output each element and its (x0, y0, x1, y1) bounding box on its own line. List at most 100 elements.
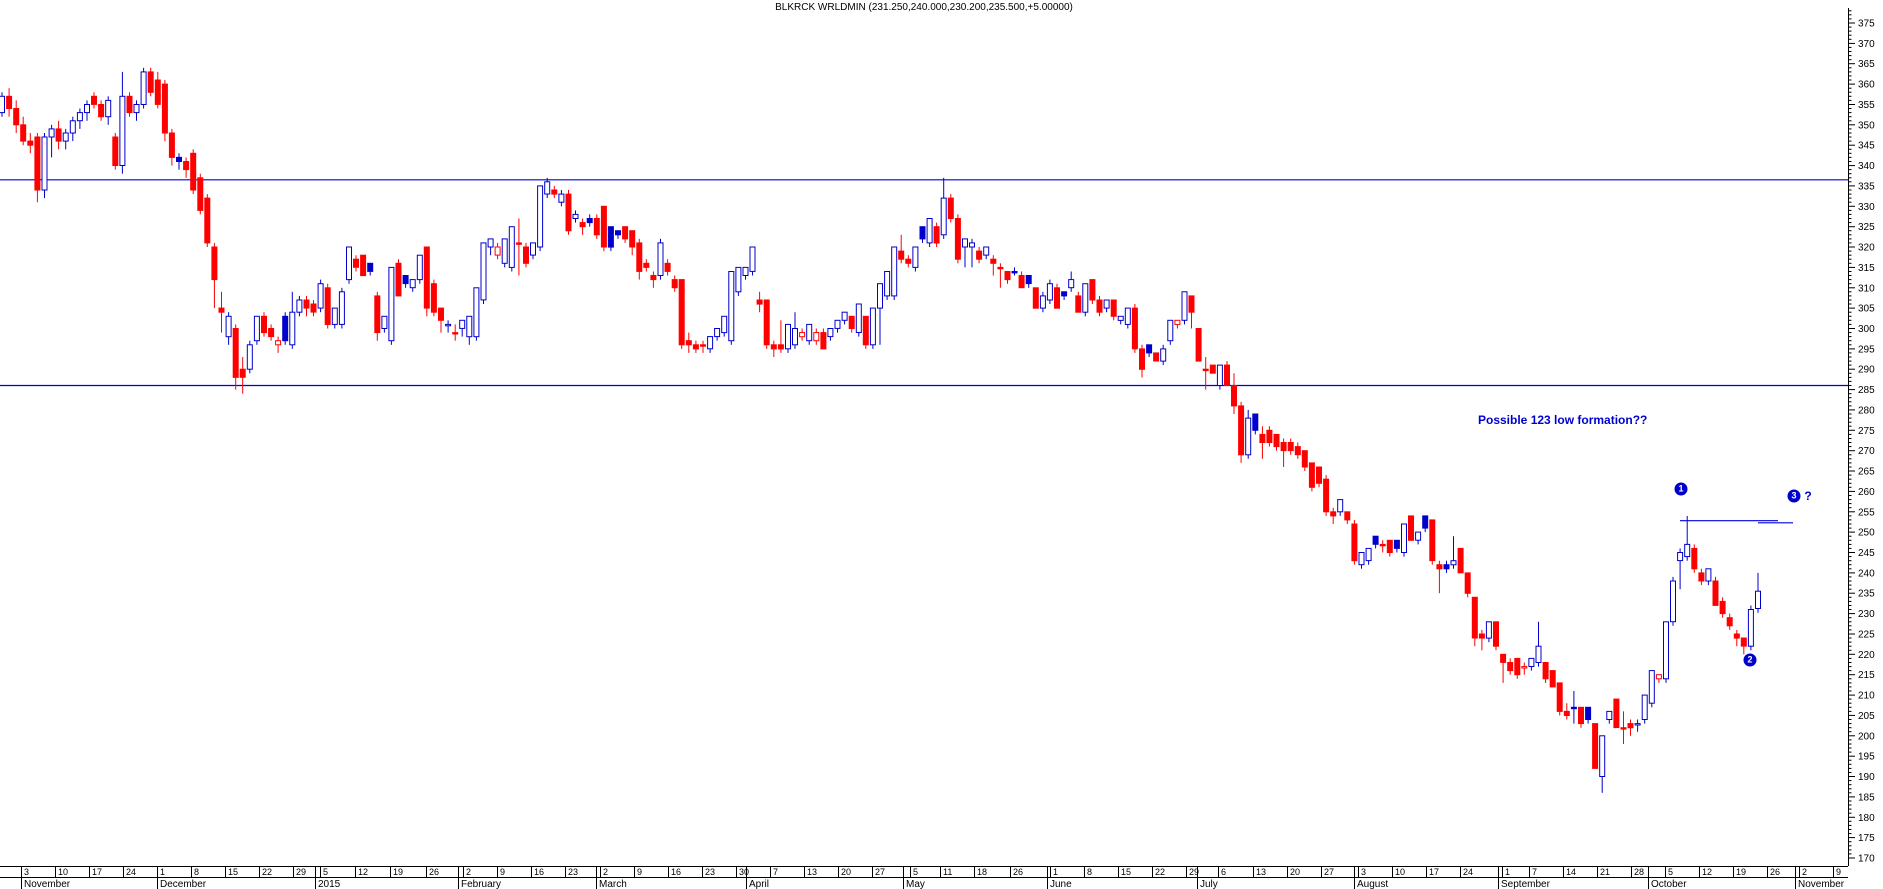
marker-2[interactable]: 2 (1743, 653, 1757, 667)
svg-text:March: March (599, 879, 627, 889)
svg-text:210: 210 (1858, 691, 1875, 702)
svg-text:9: 9 (500, 867, 505, 877)
annotation-question-mark[interactable]: ? (1804, 489, 1812, 503)
svg-text:24: 24 (1463, 867, 1473, 877)
svg-text:305: 305 (1858, 304, 1875, 315)
svg-text:8: 8 (1087, 867, 1092, 877)
svg-text:12: 12 (1702, 867, 1712, 877)
svg-text:310: 310 (1858, 283, 1875, 294)
svg-text:5: 5 (913, 867, 918, 877)
svg-text:335: 335 (1858, 181, 1875, 192)
svg-text:19: 19 (1736, 867, 1746, 877)
svg-text:375: 375 (1858, 19, 1875, 30)
svg-text:30: 30 (739, 867, 749, 877)
svg-text:290: 290 (1858, 365, 1875, 376)
svg-text:215: 215 (1858, 670, 1875, 681)
svg-text:350: 350 (1858, 120, 1875, 131)
date-axis: 3 10 17 24 1 8 15 22 29 5 12 19 26 2 9 16 23 2 9 16 23 30 7 13 2… (0, 866, 1848, 889)
svg-text:7: 7 (773, 867, 778, 877)
svg-text:16: 16 (671, 867, 681, 877)
svg-text:15: 15 (228, 867, 238, 877)
svg-text:170: 170 (1858, 854, 1875, 865)
svg-text:22: 22 (1155, 867, 1165, 877)
svg-text:18: 18 (977, 867, 987, 877)
svg-text:May: May (906, 879, 925, 889)
svg-text:December: December (160, 879, 207, 889)
svg-text:19: 19 (393, 867, 403, 877)
marker-1[interactable]: 1 (1674, 482, 1688, 496)
svg-text:190: 190 (1858, 772, 1875, 783)
svg-text:320: 320 (1858, 243, 1875, 254)
svg-text:230: 230 (1858, 609, 1875, 620)
svg-text:315: 315 (1858, 263, 1875, 274)
svg-text:9: 9 (1836, 867, 1841, 877)
svg-text:300: 300 (1858, 324, 1875, 335)
svg-text:13: 13 (1256, 867, 1266, 877)
svg-text:24: 24 (126, 867, 136, 877)
svg-text:365: 365 (1858, 59, 1875, 70)
svg-text:10: 10 (1395, 867, 1405, 877)
svg-text:12: 12 (358, 867, 368, 877)
svg-text:November: November (24, 879, 71, 889)
svg-text:17: 17 (1429, 867, 1439, 877)
svg-text:265: 265 (1858, 467, 1875, 478)
svg-text:13: 13 (807, 867, 817, 877)
chart-title: BLKRCK WRLDMIN (231.250,240.000,230.200,… (775, 2, 1073, 13)
svg-text:180: 180 (1858, 813, 1875, 824)
svg-text:9: 9 (637, 867, 642, 877)
svg-text:245: 245 (1858, 548, 1875, 559)
svg-text:275: 275 (1858, 426, 1875, 437)
svg-text:11: 11 (943, 867, 952, 877)
svg-text:7: 7 (1532, 867, 1537, 877)
price-axis: 170 175 180 185 190 195 200 205 210 215 220 225 230 2… (1848, 8, 1875, 866)
svg-text:November: November (1798, 879, 1845, 889)
svg-text:240: 240 (1858, 568, 1875, 579)
svg-text:August: August (1357, 879, 1388, 889)
svg-text:26: 26 (1770, 867, 1780, 877)
svg-text:5: 5 (1668, 867, 1673, 877)
svg-text:2015: 2015 (318, 879, 341, 889)
svg-text:175: 175 (1858, 833, 1875, 844)
svg-text:16: 16 (534, 867, 544, 877)
svg-text:September: September (1501, 879, 1551, 889)
svg-text:July: July (1200, 879, 1218, 889)
svg-text:June: June (1050, 879, 1072, 889)
svg-text:26: 26 (1013, 867, 1023, 877)
svg-text:23: 23 (705, 867, 715, 877)
svg-text:26: 26 (429, 867, 439, 877)
svg-text:28: 28 (1634, 867, 1644, 877)
svg-text:20: 20 (1290, 867, 1300, 877)
candles (0, 67, 1761, 793)
svg-text:185: 185 (1858, 792, 1875, 803)
svg-text:285: 285 (1858, 385, 1875, 396)
marker-3[interactable]: 3 (1787, 489, 1801, 503)
svg-text:10: 10 (58, 867, 68, 877)
svg-text:2: 2 (466, 867, 471, 877)
svg-text:October: October (1651, 879, 1687, 889)
svg-text:April: April (749, 879, 769, 889)
annotation-123-low[interactable]: Possible 123 low formation?? (1478, 413, 1648, 427)
svg-text:29: 29 (1189, 867, 1199, 877)
svg-text:1: 1 (1053, 867, 1058, 877)
svg-text:235: 235 (1858, 589, 1875, 600)
svg-text:29: 29 (296, 867, 306, 877)
svg-text:21: 21 (1600, 867, 1610, 877)
svg-text:250: 250 (1858, 528, 1875, 539)
svg-text:220: 220 (1858, 650, 1875, 661)
svg-text:27: 27 (875, 867, 885, 877)
svg-text:330: 330 (1858, 202, 1875, 213)
svg-text:1: 1 (1505, 867, 1510, 877)
svg-text:345: 345 (1858, 141, 1875, 152)
svg-text:270: 270 (1858, 446, 1875, 457)
svg-text:2: 2 (1802, 867, 1807, 877)
svg-text:200: 200 (1858, 731, 1875, 742)
svg-text:22: 22 (262, 867, 272, 877)
svg-text:255: 255 (1858, 507, 1875, 518)
svg-text:1: 1 (160, 867, 165, 877)
svg-text:February: February (461, 879, 501, 889)
svg-text:225: 225 (1858, 630, 1875, 641)
svg-text:2: 2 (603, 867, 608, 877)
svg-text:195: 195 (1858, 752, 1875, 763)
